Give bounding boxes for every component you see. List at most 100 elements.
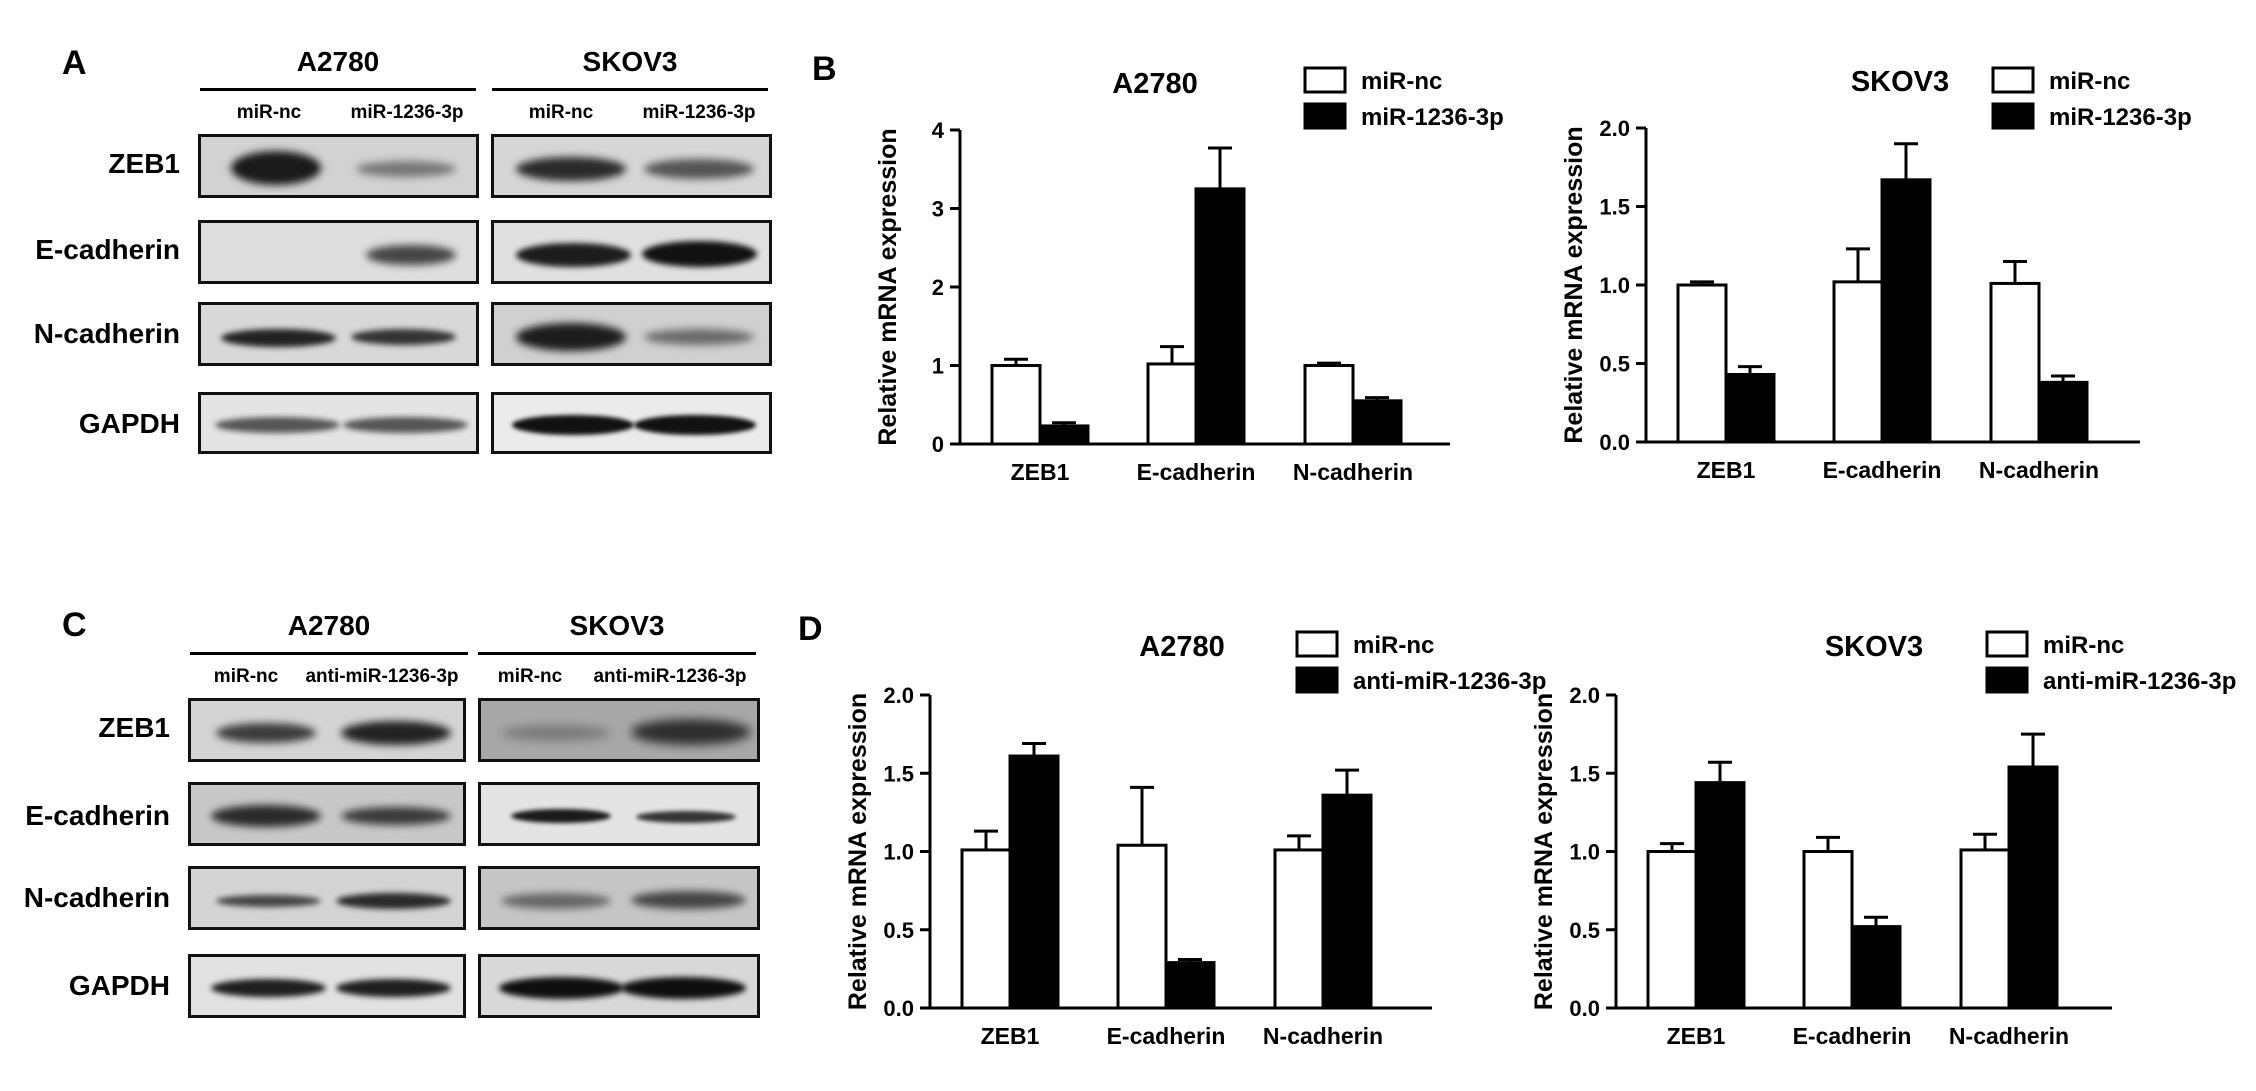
bar — [1146, 362, 1198, 446]
blot-band — [221, 329, 336, 347]
blot-row-label-n-cadherin: N-cadherin — [33, 318, 180, 349]
blot-band — [636, 811, 736, 823]
blot-group-title-skov3: SKOV3 — [582, 46, 678, 77]
bar — [1303, 364, 1355, 446]
x-tick-label: ZEB1 — [1697, 457, 1756, 483]
y-tick-label: 1.5 — [1569, 761, 1600, 786]
y-axis-label: Relative mRNA expression — [1530, 693, 1558, 1010]
y-tick-label: 0.0 — [1569, 996, 1600, 1021]
bar — [1850, 925, 1902, 1010]
blot-band — [634, 415, 756, 435]
x-tick-label: N-cadherin — [1263, 1023, 1383, 1049]
blot-lane-label: miR-nc — [236, 102, 302, 123]
y-tick-label: 0.5 — [1569, 918, 1600, 943]
legend-swatch — [1985, 666, 2029, 694]
legend-label: miR-1236-3p — [2049, 104, 2192, 131]
blot-image-gapdh-a2780 — [198, 392, 479, 454]
chart-title: SKOV3 — [1825, 631, 1923, 663]
blot-image-e-cadherin-a2780 — [198, 220, 479, 284]
y-tick-label: 0.5 — [883, 918, 914, 943]
blot-image-zeb1-skov3 — [491, 134, 772, 198]
y-tick-label: 0 — [932, 432, 944, 457]
y-axis-label: Relative mRNA expression — [874, 128, 902, 445]
blot-group-title-a2780: A2780 — [287, 610, 371, 641]
x-tick-label: N-cadherin — [1949, 1023, 2069, 1049]
legend-swatch — [1295, 666, 1339, 694]
blot-lane-label: miR-nc — [213, 666, 279, 687]
blot-band — [644, 159, 754, 179]
blot-band — [336, 893, 451, 909]
blot-group-underline — [478, 652, 756, 655]
bar — [1351, 399, 1403, 446]
bar — [1724, 372, 1776, 444]
blot-band — [511, 809, 611, 823]
blot-band — [631, 891, 746, 909]
blot-band — [512, 415, 634, 435]
blot-image-e-cadherin-skov3 — [491, 220, 772, 284]
blot-row-label-gapdh: GAPDH — [78, 408, 180, 439]
y-axis-label: Relative mRNA expression — [1560, 126, 1588, 443]
blot-row-label-n-cadherin: N-cadherin — [23, 882, 170, 913]
blot-row-label-e-cadherin: E-cadherin — [35, 234, 180, 265]
legend-label: anti-miR-1236-3p — [2043, 668, 2236, 695]
legend-swatch — [1991, 66, 2035, 94]
legend-label: miR-nc — [1361, 68, 1442, 95]
bar — [1646, 850, 1698, 1010]
blot-band — [356, 161, 456, 177]
y-tick-label: 1.5 — [883, 761, 914, 786]
y-tick-label: 1 — [932, 354, 944, 379]
blot-row-label-zeb1: ZEB1 — [98, 712, 170, 743]
blot-band — [644, 329, 754, 345]
blot-band — [343, 417, 468, 433]
panel-letter-a: A — [62, 44, 87, 82]
blot-band — [642, 241, 757, 267]
y-tick-label: 3 — [932, 197, 944, 222]
blot-band — [341, 721, 451, 745]
blot-image-n-cadherin-a2780 — [198, 302, 479, 366]
bar — [1321, 793, 1373, 1010]
x-tick-label: E-cadherin — [1793, 1023, 1912, 1049]
bar — [1116, 843, 1168, 1010]
blot-group-title-skov3: SKOV3 — [569, 610, 665, 641]
legend-swatch — [1991, 102, 2035, 130]
blot-band — [216, 723, 316, 743]
blot-image-gapdh-a2780 — [188, 954, 466, 1018]
blot-band — [501, 893, 611, 909]
blot-image-n-cadherin-skov3 — [491, 302, 772, 366]
y-tick-label: 2.0 — [1569, 683, 1600, 708]
bar — [1802, 850, 1854, 1010]
bar — [2037, 380, 2089, 444]
blot-image-e-cadherin-skov3 — [478, 782, 760, 846]
legend-label: miR-1236-3p — [1361, 104, 1504, 131]
bar — [1989, 281, 2041, 444]
blot-image-zeb1-a2780 — [198, 134, 479, 198]
blot-band — [366, 245, 456, 265]
bar — [2007, 765, 2059, 1010]
legend-label: miR-nc — [2049, 68, 2130, 95]
bar — [1959, 848, 2011, 1010]
blot-band — [336, 979, 451, 997]
y-tick-label: 1.0 — [1569, 840, 1600, 865]
y-tick-label: 2.0 — [883, 683, 914, 708]
x-tick-label: E-cadherin — [1107, 1023, 1226, 1049]
bar — [1880, 178, 1932, 444]
blot-image-gapdh-skov3 — [491, 392, 772, 454]
blot-band — [516, 157, 626, 181]
y-tick-label: 0.0 — [1599, 430, 1630, 455]
blot-image-zeb1-skov3 — [478, 698, 760, 762]
y-tick-label: 2.0 — [1599, 116, 1630, 141]
blot-band — [631, 719, 751, 745]
blot-lane-label: miR-nc — [528, 102, 594, 123]
blot-group-underline — [492, 88, 768, 91]
legend-label: anti-miR-1236-3p — [1353, 668, 1546, 695]
x-tick-label: ZEB1 — [981, 1023, 1040, 1049]
y-tick-label: 0.0 — [883, 996, 914, 1021]
blot-band — [516, 323, 626, 351]
blot-band — [516, 243, 631, 267]
bar — [1194, 187, 1246, 446]
y-tick-label: 2 — [932, 275, 944, 300]
blot-lane-label: anti-miR-1236-3p — [305, 666, 459, 687]
bar — [1273, 848, 1325, 1010]
legend-label: miR-nc — [1353, 632, 1434, 659]
x-tick-label: ZEB1 — [1667, 1023, 1726, 1049]
